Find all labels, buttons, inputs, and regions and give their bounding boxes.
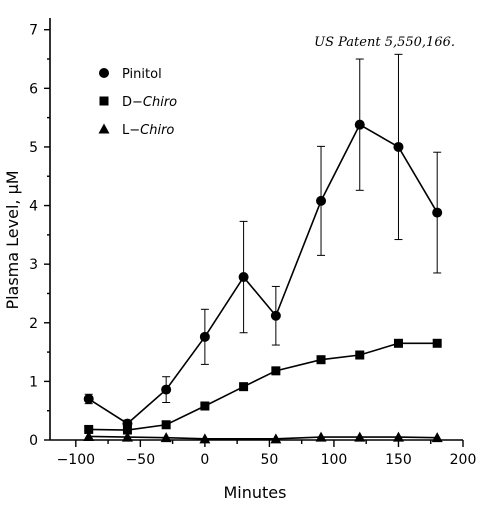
legend-marker-square xyxy=(99,96,109,106)
x-tick-label: 150 xyxy=(385,452,412,468)
data-point-square xyxy=(316,355,326,365)
data-point-circle xyxy=(270,310,281,321)
data-point-triangle xyxy=(83,430,95,441)
legend-label: L−Chiro xyxy=(122,123,174,138)
series-square xyxy=(84,338,442,435)
data-point-triangle xyxy=(315,431,327,442)
data-point-triangle xyxy=(431,432,443,443)
data-point-circle xyxy=(238,272,249,283)
y-axis-title: Plasma Level, µM xyxy=(3,170,22,309)
series-line xyxy=(88,123,438,425)
x-tick-label: −100 xyxy=(57,452,95,468)
x-axis-title: Minutes xyxy=(224,483,287,502)
data-point-triangle xyxy=(392,431,404,442)
data-point-square xyxy=(393,338,403,348)
data-point-circle xyxy=(354,119,365,130)
y-tick-label: 0 xyxy=(29,433,38,449)
data-point-square xyxy=(161,420,171,430)
y-tick-label: 1 xyxy=(29,374,38,390)
series-triangle xyxy=(83,430,443,444)
x-tick-label: 0 xyxy=(200,452,209,468)
legend-label-part: Chiro xyxy=(143,95,177,110)
y-tick-label: 2 xyxy=(29,316,38,332)
legend-label-part: Pinitol xyxy=(122,67,162,82)
y-tick-label: 4 xyxy=(29,199,38,215)
legend-label-part: D− xyxy=(122,95,143,110)
x-tick-label: −50 xyxy=(126,452,156,468)
data-point-square xyxy=(432,338,442,348)
data-point-circle xyxy=(199,331,210,342)
legend-label-part: L− xyxy=(122,123,140,138)
legend-label-part: Chiro xyxy=(140,123,174,138)
series-line xyxy=(88,342,438,431)
data-point-square xyxy=(355,350,365,360)
legend-label: D−Chiro xyxy=(122,95,177,110)
y-ticks: 0 1 2 3 4 5 6 7 xyxy=(29,23,50,449)
data-point-square xyxy=(239,382,249,392)
y-tick-label: 7 xyxy=(29,23,38,39)
data-point-circle xyxy=(83,393,94,404)
data-point-triangle xyxy=(270,433,282,444)
x-tick-label: 200 xyxy=(450,452,477,468)
data-point-triangle xyxy=(199,433,211,444)
data-point-square xyxy=(271,366,281,376)
series-group xyxy=(83,53,443,444)
data-point-circle xyxy=(161,384,172,395)
x-ticks: −100 −50 0 50 100 150 200 xyxy=(57,440,477,468)
legend-marker-triangle xyxy=(98,123,110,134)
y-tick-label: 3 xyxy=(29,257,38,273)
data-point-square xyxy=(200,401,210,411)
data-point-triangle xyxy=(160,432,172,443)
y-tick-label: 5 xyxy=(29,140,38,156)
data-point-triangle xyxy=(121,431,133,442)
data-point-square xyxy=(84,424,94,434)
x-tick-label: 50 xyxy=(260,452,278,468)
y-tick-label: 6 xyxy=(29,81,38,97)
data-point-circle xyxy=(316,195,327,206)
x-tick-label: 100 xyxy=(321,452,348,468)
axes xyxy=(49,18,463,441)
patent-annotation: US Patent 5,550,166. xyxy=(314,35,455,50)
data-point-circle xyxy=(432,207,443,218)
series-circle xyxy=(83,53,443,429)
series-line xyxy=(88,435,438,440)
legend-marker-circle xyxy=(99,68,109,78)
legend-label: Pinitol xyxy=(122,67,162,82)
data-point-square xyxy=(122,425,132,435)
data-point-circle xyxy=(393,141,404,152)
data-point-triangle xyxy=(354,431,366,442)
